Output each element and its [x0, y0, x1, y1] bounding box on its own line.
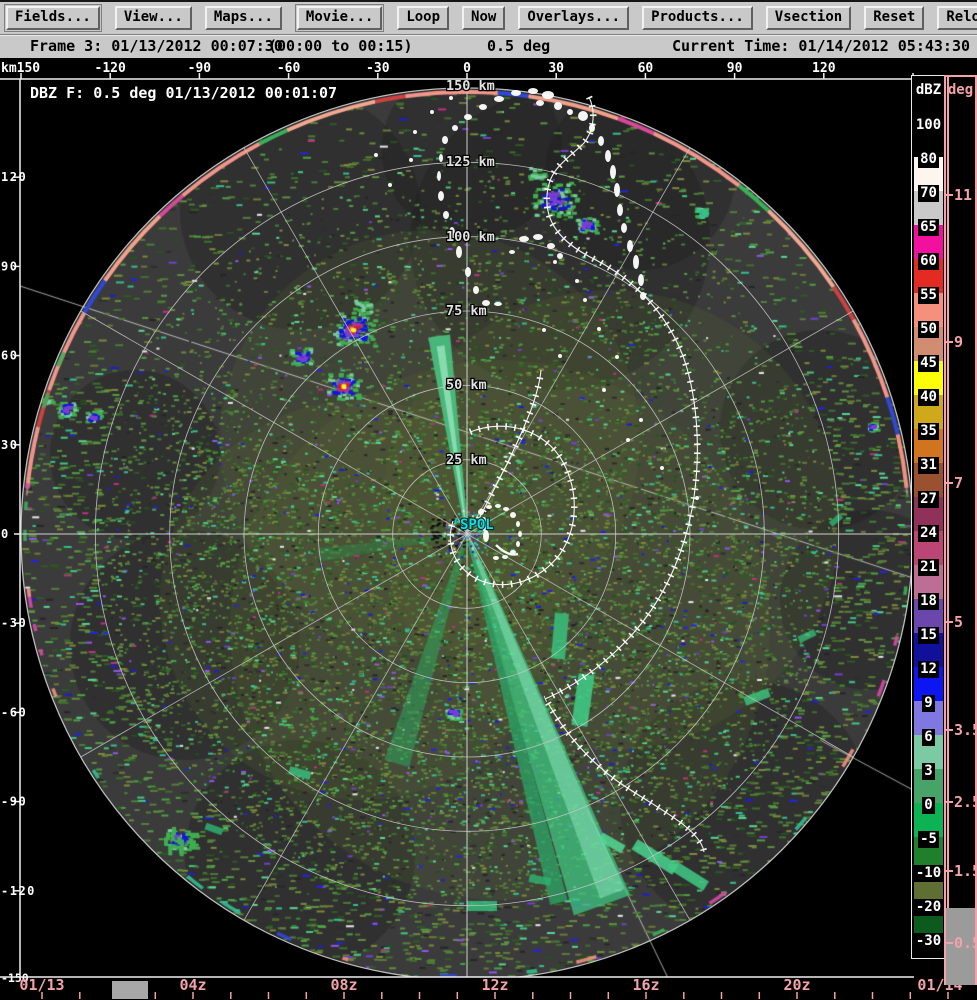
- colorbar-boundary-label: -20: [913, 899, 944, 916]
- colorbar-boundary-label: 24: [918, 525, 939, 542]
- colorbar-dbz: dBZ 100 80 70 65 60 55 50 45 40 35 31 27 24 21 18 15 12 9…: [911, 75, 946, 959]
- elevation-selected-band[interactable]: [946, 908, 975, 985]
- elevation-tick: [946, 801, 953, 803]
- current-time-status: Current Time: 01/14/2012 05:43:30: [671, 37, 970, 55]
- elevation-tick-label[interactable]: 5: [954, 613, 964, 631]
- colorbar-boundary-label: 18: [918, 593, 939, 610]
- menu-button-products[interactable]: Products...: [642, 6, 753, 30]
- colorbar-boundary-label: 70: [918, 185, 939, 202]
- colorbar-title: dBZ: [915, 82, 942, 98]
- elevation-tick-label[interactable]: 1.5: [954, 862, 977, 880]
- colorbar-boundary-label: -10: [913, 865, 944, 882]
- elevation-tick: [946, 194, 953, 196]
- menu-button-reload[interactable]: Reload: [937, 6, 977, 30]
- colorbar-boundary-label: 15: [918, 627, 939, 644]
- colorbar-boundary-label: 60: [918, 253, 939, 270]
- elevation-bar: deg 11 9 7 5 3.5 2.5 1.5 0.5: [944, 75, 977, 985]
- menu-button-movie[interactable]: Movie...: [294, 4, 385, 32]
- colorbar-boundary-label: 100: [913, 117, 944, 134]
- menu-button-vsection[interactable]: Vsection: [765, 6, 852, 30]
- elevation-tick: [946, 942, 953, 944]
- colorbar-boundary-label: 9: [922, 695, 935, 712]
- colorbar-boundary-label: 27: [918, 491, 939, 508]
- colorbar-boundary-label: 45: [918, 355, 939, 372]
- colorbar-boundary-label: 3: [922, 763, 935, 780]
- colorbar-boundary-label: 31: [918, 457, 939, 474]
- colorbar-boundary-label: 40: [918, 389, 939, 406]
- colorbar-boundary-label: 65: [918, 219, 939, 236]
- elevation-tick-label[interactable]: 2.5: [954, 793, 977, 811]
- elevation-tick-label[interactable]: 11: [954, 186, 973, 204]
- colorbar-boundary-label: 50: [918, 321, 939, 338]
- menu-button-maps[interactable]: Maps...: [204, 6, 282, 30]
- elevation-tick: [946, 341, 953, 343]
- menu-button-view[interactable]: View...: [114, 6, 192, 30]
- elevation-tick-label[interactable]: 9: [954, 333, 964, 351]
- colorbar-boundary-label: 80: [918, 151, 939, 168]
- elevation-tick-label[interactable]: 7: [954, 474, 964, 492]
- menu-button-now[interactable]: Now: [462, 6, 506, 30]
- elevation-tick: [946, 729, 953, 731]
- menu-button-fields[interactable]: Fields...: [4, 4, 102, 32]
- elevation-bar-title: deg: [947, 82, 974, 98]
- colorbar-boundary-label: 21: [918, 559, 939, 576]
- colorbar-boundary-label: 6: [922, 729, 935, 746]
- elevation-tick-label[interactable]: 3.5: [954, 721, 977, 739]
- frame-status: Frame 3: 01/13/2012 00:07:30: [30, 37, 283, 55]
- colorbar-boundary-label: -30: [913, 933, 944, 950]
- menu-button-loop[interactable]: Loop: [397, 6, 450, 30]
- colorbar-boundary-label: 35: [918, 423, 939, 440]
- elevation-tick: [946, 870, 953, 872]
- elevation-tick: [946, 482, 953, 484]
- colorbar-boundary-label: -5: [918, 831, 939, 848]
- elevation-tick: [946, 621, 953, 623]
- elevation-tick-label[interactable]: 0.5: [954, 934, 977, 952]
- menu-button-overlays[interactable]: Overlays...: [518, 6, 630, 30]
- menu-button-reset[interactable]: Reset: [864, 6, 925, 30]
- colorbar-boundary-label: 12: [918, 661, 939, 678]
- loop-range-status: (00:00 to 00:15): [268, 37, 413, 55]
- status-bar: Frame 3: 01/13/2012 00:07:30 (00:00 to 0…: [0, 34, 977, 58]
- elevation-status: 0.5 deg: [487, 37, 551, 55]
- menu-bar: Fields... View... Maps... Movie... Loop Now Ov…: [0, 0, 977, 34]
- colorbar-boundary-label: 0: [922, 797, 935, 814]
- elevation-bar-inner-border: [947, 77, 949, 983]
- colorbar-boundary-label: 55: [918, 287, 939, 304]
